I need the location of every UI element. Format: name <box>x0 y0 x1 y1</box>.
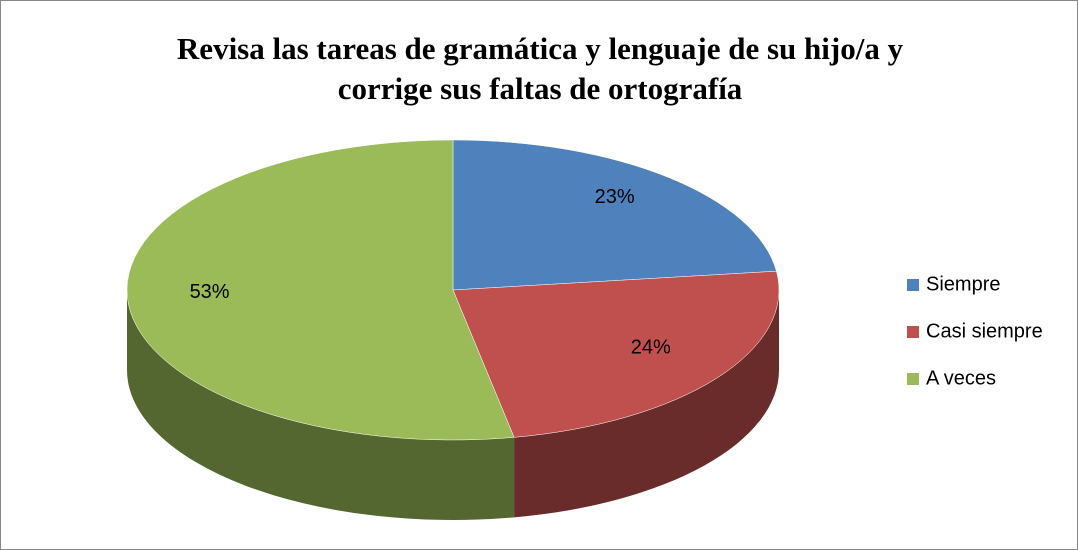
data-label: 53% <box>190 281 230 303</box>
pie-slice <box>452 139 777 291</box>
legend-label: Casi siempre <box>926 320 1043 342</box>
legend-label: A veces <box>926 367 996 389</box>
legend-label: Siempre <box>926 273 1000 295</box>
legend-swatch <box>907 279 919 291</box>
legend-swatch <box>907 373 919 385</box>
pie-side <box>514 290 779 518</box>
chart-title: corrige sus faltas de ortografía <box>338 71 743 106</box>
data-label: 23% <box>595 186 635 208</box>
chart-title: Revisa las tareas de gramática y lenguaj… <box>177 31 904 66</box>
legend-swatch <box>907 326 919 338</box>
data-label: 24% <box>631 336 671 358</box>
pie-side <box>127 290 515 520</box>
pie-slice <box>126 139 515 441</box>
pie-slice <box>452 270 780 438</box>
